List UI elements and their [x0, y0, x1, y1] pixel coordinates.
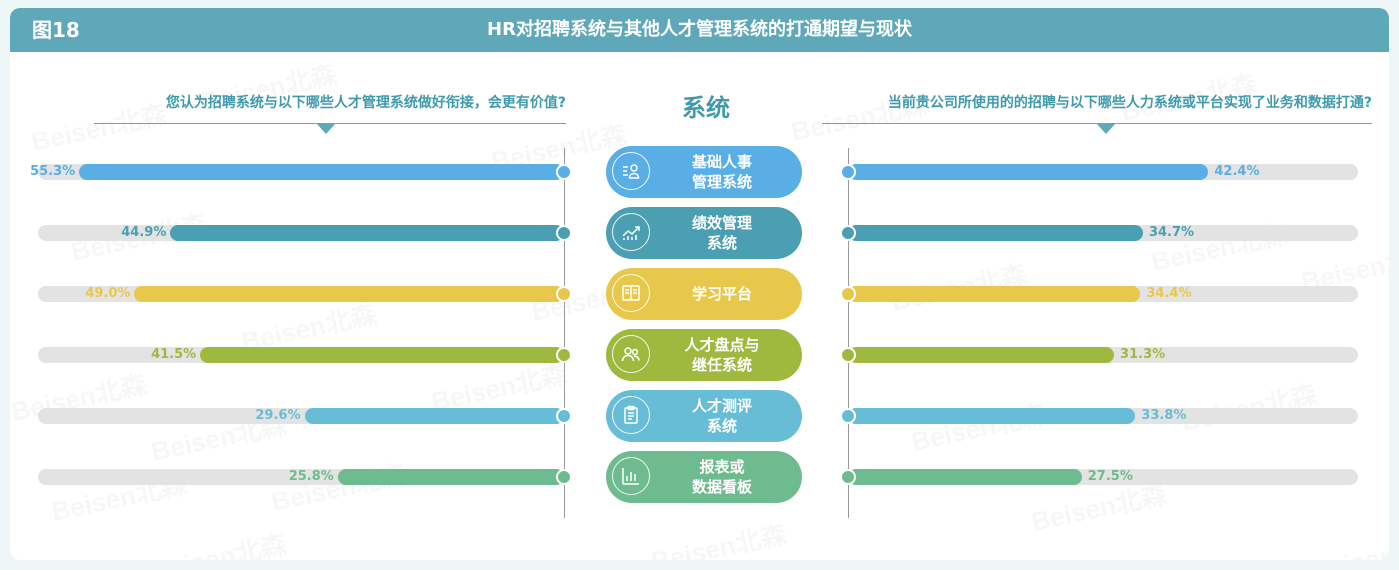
right-bar-end-dot [840, 286, 856, 302]
category-label: 学习平台 [691, 285, 752, 303]
right-bar-end-dot [840, 408, 856, 424]
center-title: 系统 [682, 94, 730, 122]
watermark-text: Beisen北森 [908, 399, 1050, 457]
clipboard-icon [612, 396, 650, 434]
bar-chart-icon [612, 457, 650, 495]
category-label: 绩效管理 系统 [691, 214, 752, 252]
left-question-underline [94, 123, 566, 124]
left-bar-value: 49.0% [85, 286, 131, 301]
category-pill: 报表或 数据看板 [606, 451, 802, 503]
watermark-text: Beisen北森 [1148, 219, 1290, 277]
person-list-icon [612, 152, 650, 190]
left-bar [304, 408, 564, 424]
right-bar-value: 27.5% [1087, 469, 1133, 484]
figure-card: 图18 HR对招聘系统与其他人才管理系统的打通期望与现状 Beisen北森 Bei… [10, 8, 1389, 560]
right-bar [848, 164, 1209, 180]
left-bar-value: 25.8% [288, 469, 334, 484]
right-bar [848, 225, 1143, 241]
right-bar-value: 42.4% [1214, 164, 1260, 179]
category-label: 人才盘点与 继任系统 [684, 336, 760, 374]
right-bar-value: 33.8% [1141, 408, 1187, 423]
right-bar-end-dot [840, 164, 856, 180]
figure-title: HR对招聘系统与其他人才管理系统的打通期望与现状 [487, 19, 912, 40]
left-bar-value: 29.6% [255, 408, 301, 423]
left-axis-line [564, 148, 565, 518]
left-bar-value: 55.3% [30, 164, 76, 179]
growth-chart-icon [612, 213, 650, 251]
figure-label: 图18 [32, 18, 80, 42]
left-bar [200, 347, 564, 363]
right-bar [848, 347, 1115, 363]
left-bar-end-dot [556, 286, 572, 302]
right-bar [848, 408, 1136, 424]
figure-header: 图18 HR对招聘系统与其他人才管理系统的打通期望与现状 [10, 8, 1389, 52]
left-bar-end-dot [556, 408, 572, 424]
left-bar-end-dot [556, 164, 572, 180]
left-bar [170, 225, 564, 241]
category-pill: 学习平台 [606, 268, 802, 320]
watermark-text: Beisen北森 [1308, 529, 1389, 560]
category-pill: 人才测评 系统 [606, 390, 802, 442]
right-bar [848, 469, 1082, 485]
group-icon [612, 335, 650, 373]
right-bar-value: 34.7% [1148, 225, 1195, 240]
left-bar [134, 286, 564, 302]
right-bar-end-dot [840, 347, 856, 363]
left-bar-value: 41.5% [151, 347, 197, 362]
right-bar-value: 31.3% [1120, 347, 1166, 362]
right-bar-end-dot [840, 225, 856, 241]
category-label: 人才测评 系统 [691, 397, 752, 435]
watermark-text: Beisen北森 [1178, 374, 1320, 439]
category-pill: 绩效管理 系统 [606, 207, 802, 259]
right-bar-end-dot [840, 469, 856, 485]
category-pill: 人才盘点与 继任系统 [606, 329, 802, 381]
right-question-pointer [1097, 124, 1115, 134]
right-question-underline [822, 123, 1372, 124]
left-bar-end-dot [556, 469, 572, 485]
right-bar-value: 34.4% [1146, 286, 1192, 301]
category-pill: 基础人事 管理系统 [606, 146, 802, 198]
watermark-text: Beisen北森 [268, 459, 410, 517]
left-bar [79, 164, 564, 180]
left-bar-end-dot [556, 347, 572, 363]
left-question: 您认为招聘系统与以下哪些人才管理系统做好衔接，会更有价值? [165, 95, 566, 111]
right-axis-line [848, 148, 849, 518]
left-bar-value: 44.9% [121, 225, 167, 240]
book-icon [612, 274, 650, 312]
watermark-text: Beisen北森 [648, 519, 790, 560]
right-bar [848, 286, 1141, 302]
left-question-pointer [317, 124, 335, 134]
watermark-text: Beisen北森 [148, 529, 290, 560]
category-label: 报表或 数据看板 [691, 458, 752, 496]
right-question: 当前贵公司所使用的的招聘与以下哪些人力系统或平台实现了业务和数据打通? [887, 95, 1372, 111]
left-bar-end-dot [556, 225, 572, 241]
category-label: 基础人事 管理系统 [691, 153, 752, 191]
left-bar [337, 469, 564, 485]
